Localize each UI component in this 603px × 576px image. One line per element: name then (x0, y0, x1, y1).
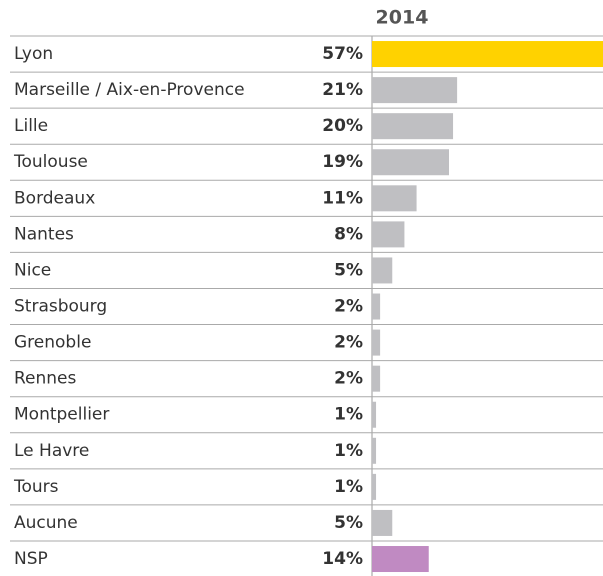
bar (372, 221, 405, 248)
category-label: Tours (13, 477, 59, 497)
bar (372, 293, 381, 320)
category-label: Aucune (14, 513, 78, 533)
category-label: Marseille / Aix-en-Provence (14, 80, 245, 100)
value-label: 1% (334, 405, 363, 425)
value-label: 1% (334, 441, 363, 461)
bar (372, 149, 449, 176)
value-label: 1% (334, 477, 363, 497)
value-label: 5% (334, 260, 363, 280)
category-label: Toulouse (13, 152, 88, 172)
value-label: 19% (322, 152, 363, 172)
value-label: 5% (334, 513, 363, 533)
value-label: 57% (322, 44, 363, 64)
category-label: Nantes (14, 224, 74, 244)
chart-title: 2014 (376, 7, 429, 29)
bar (372, 329, 381, 356)
value-label: 8% (334, 224, 363, 244)
value-label: 21% (322, 80, 363, 100)
bar (372, 365, 381, 392)
category-label: Rennes (14, 369, 77, 389)
value-label: 14% (322, 549, 363, 569)
category-label: Montpellier (14, 405, 109, 425)
bar (372, 437, 377, 464)
value-label: 2% (334, 333, 363, 353)
bar (372, 546, 429, 573)
bar (372, 113, 454, 140)
value-label: 2% (334, 297, 363, 317)
category-label: Strasbourg (14, 297, 107, 317)
category-label: Nice (14, 260, 51, 280)
category-label: Grenoble (14, 333, 91, 353)
category-label: Le Havre (14, 441, 89, 461)
category-label: Bordeaux (14, 188, 95, 208)
category-label: Lille (14, 116, 48, 136)
bar (372, 401, 377, 428)
bar (372, 509, 393, 536)
bar (372, 185, 417, 212)
category-label: Lyon (14, 44, 53, 64)
value-label: 20% (322, 116, 363, 136)
value-label: 2% (334, 369, 363, 389)
bar (372, 473, 377, 500)
bar (372, 41, 603, 68)
bar (372, 257, 393, 284)
bar (372, 77, 458, 104)
value-label: 11% (322, 188, 363, 208)
category-label: NSP (14, 549, 48, 569)
